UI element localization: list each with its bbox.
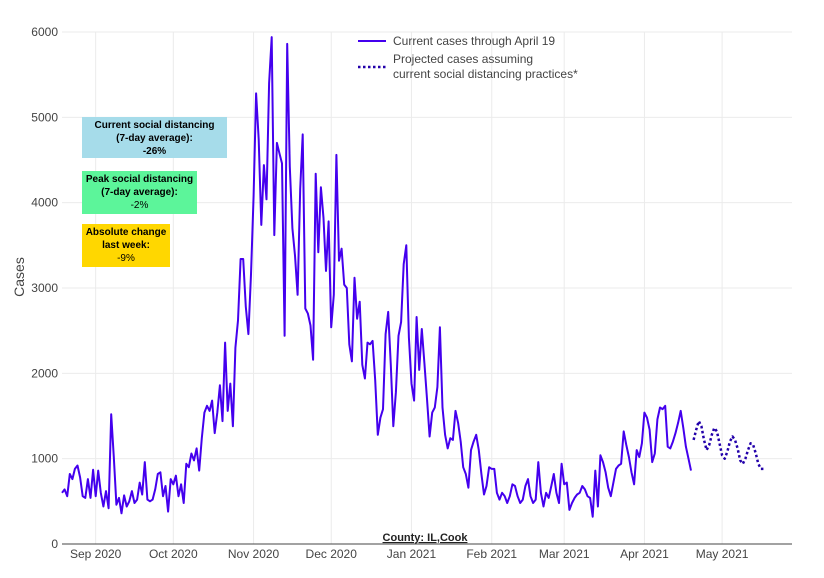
x-tick-label: Mar 2021 (539, 547, 590, 561)
legend-current-label: Current cases through April 19 (393, 34, 555, 48)
annotation-change-title-2: last week: (102, 240, 150, 251)
y-tick-label: 4000 (31, 196, 58, 210)
y-tick-label: 5000 (31, 110, 58, 124)
annotation-absolute-change: Absolute change last week: -9% (82, 224, 170, 267)
x-tick-label: May 2021 (696, 547, 749, 561)
x-tick-label: Apr 2021 (620, 547, 669, 561)
grid-lines (62, 31, 792, 544)
x-tick-label: Feb 2021 (466, 547, 517, 561)
x-tick-label: Oct 2020 (149, 547, 198, 561)
legend-projected-label-line2: current social distancing practices* (393, 67, 578, 81)
legend[interactable]: Current cases through April 19 Projected… (358, 34, 578, 81)
county-caption: County: IL,Cook (383, 532, 469, 544)
projected-cases-line[interactable] (692, 419, 764, 471)
annotation-change-title-1: Absolute change (85, 227, 167, 238)
annotation-peak-title-2: (7-day average): (101, 187, 178, 198)
y-tick-label: 6000 (31, 25, 58, 39)
annotation-peak-title-1: Peak social distancing (85, 174, 194, 185)
y-tick-label: 0 (51, 537, 58, 551)
x-tick-label: Sep 2020 (70, 547, 122, 561)
annotation-change-value: -9% (117, 253, 135, 264)
y-tick-label: 1000 (31, 452, 58, 466)
legend-projected-label-line1: Projected cases assuming (393, 52, 533, 66)
axes: 0 1000 2000 3000 4000 5000 6000 Sep 2020 Oct 202… (31, 25, 792, 561)
annotation-peak-value: -2% (130, 200, 149, 211)
annotation-current-value: -26% (142, 146, 167, 157)
current-cases-line[interactable] (61, 36, 692, 518)
annotation-current-distancing: Current social distancing (7-day average… (82, 117, 227, 158)
x-tick-label: Jan 2021 (387, 547, 437, 561)
y-tick-label: 2000 (31, 366, 58, 380)
annotation-peak-distancing: Peak social distancing (7-day average): … (82, 171, 197, 214)
x-tick-label: Nov 2020 (228, 547, 280, 561)
x-tick-label: Dec 2020 (306, 547, 358, 561)
y-axis-title: Cases (11, 257, 27, 297)
y-tick-label: 3000 (31, 281, 58, 295)
annotation-current-title-1: Current social distancing (94, 120, 215, 131)
annotation-current-title-2: (7-day average): (116, 133, 193, 144)
series-lines (61, 36, 764, 518)
